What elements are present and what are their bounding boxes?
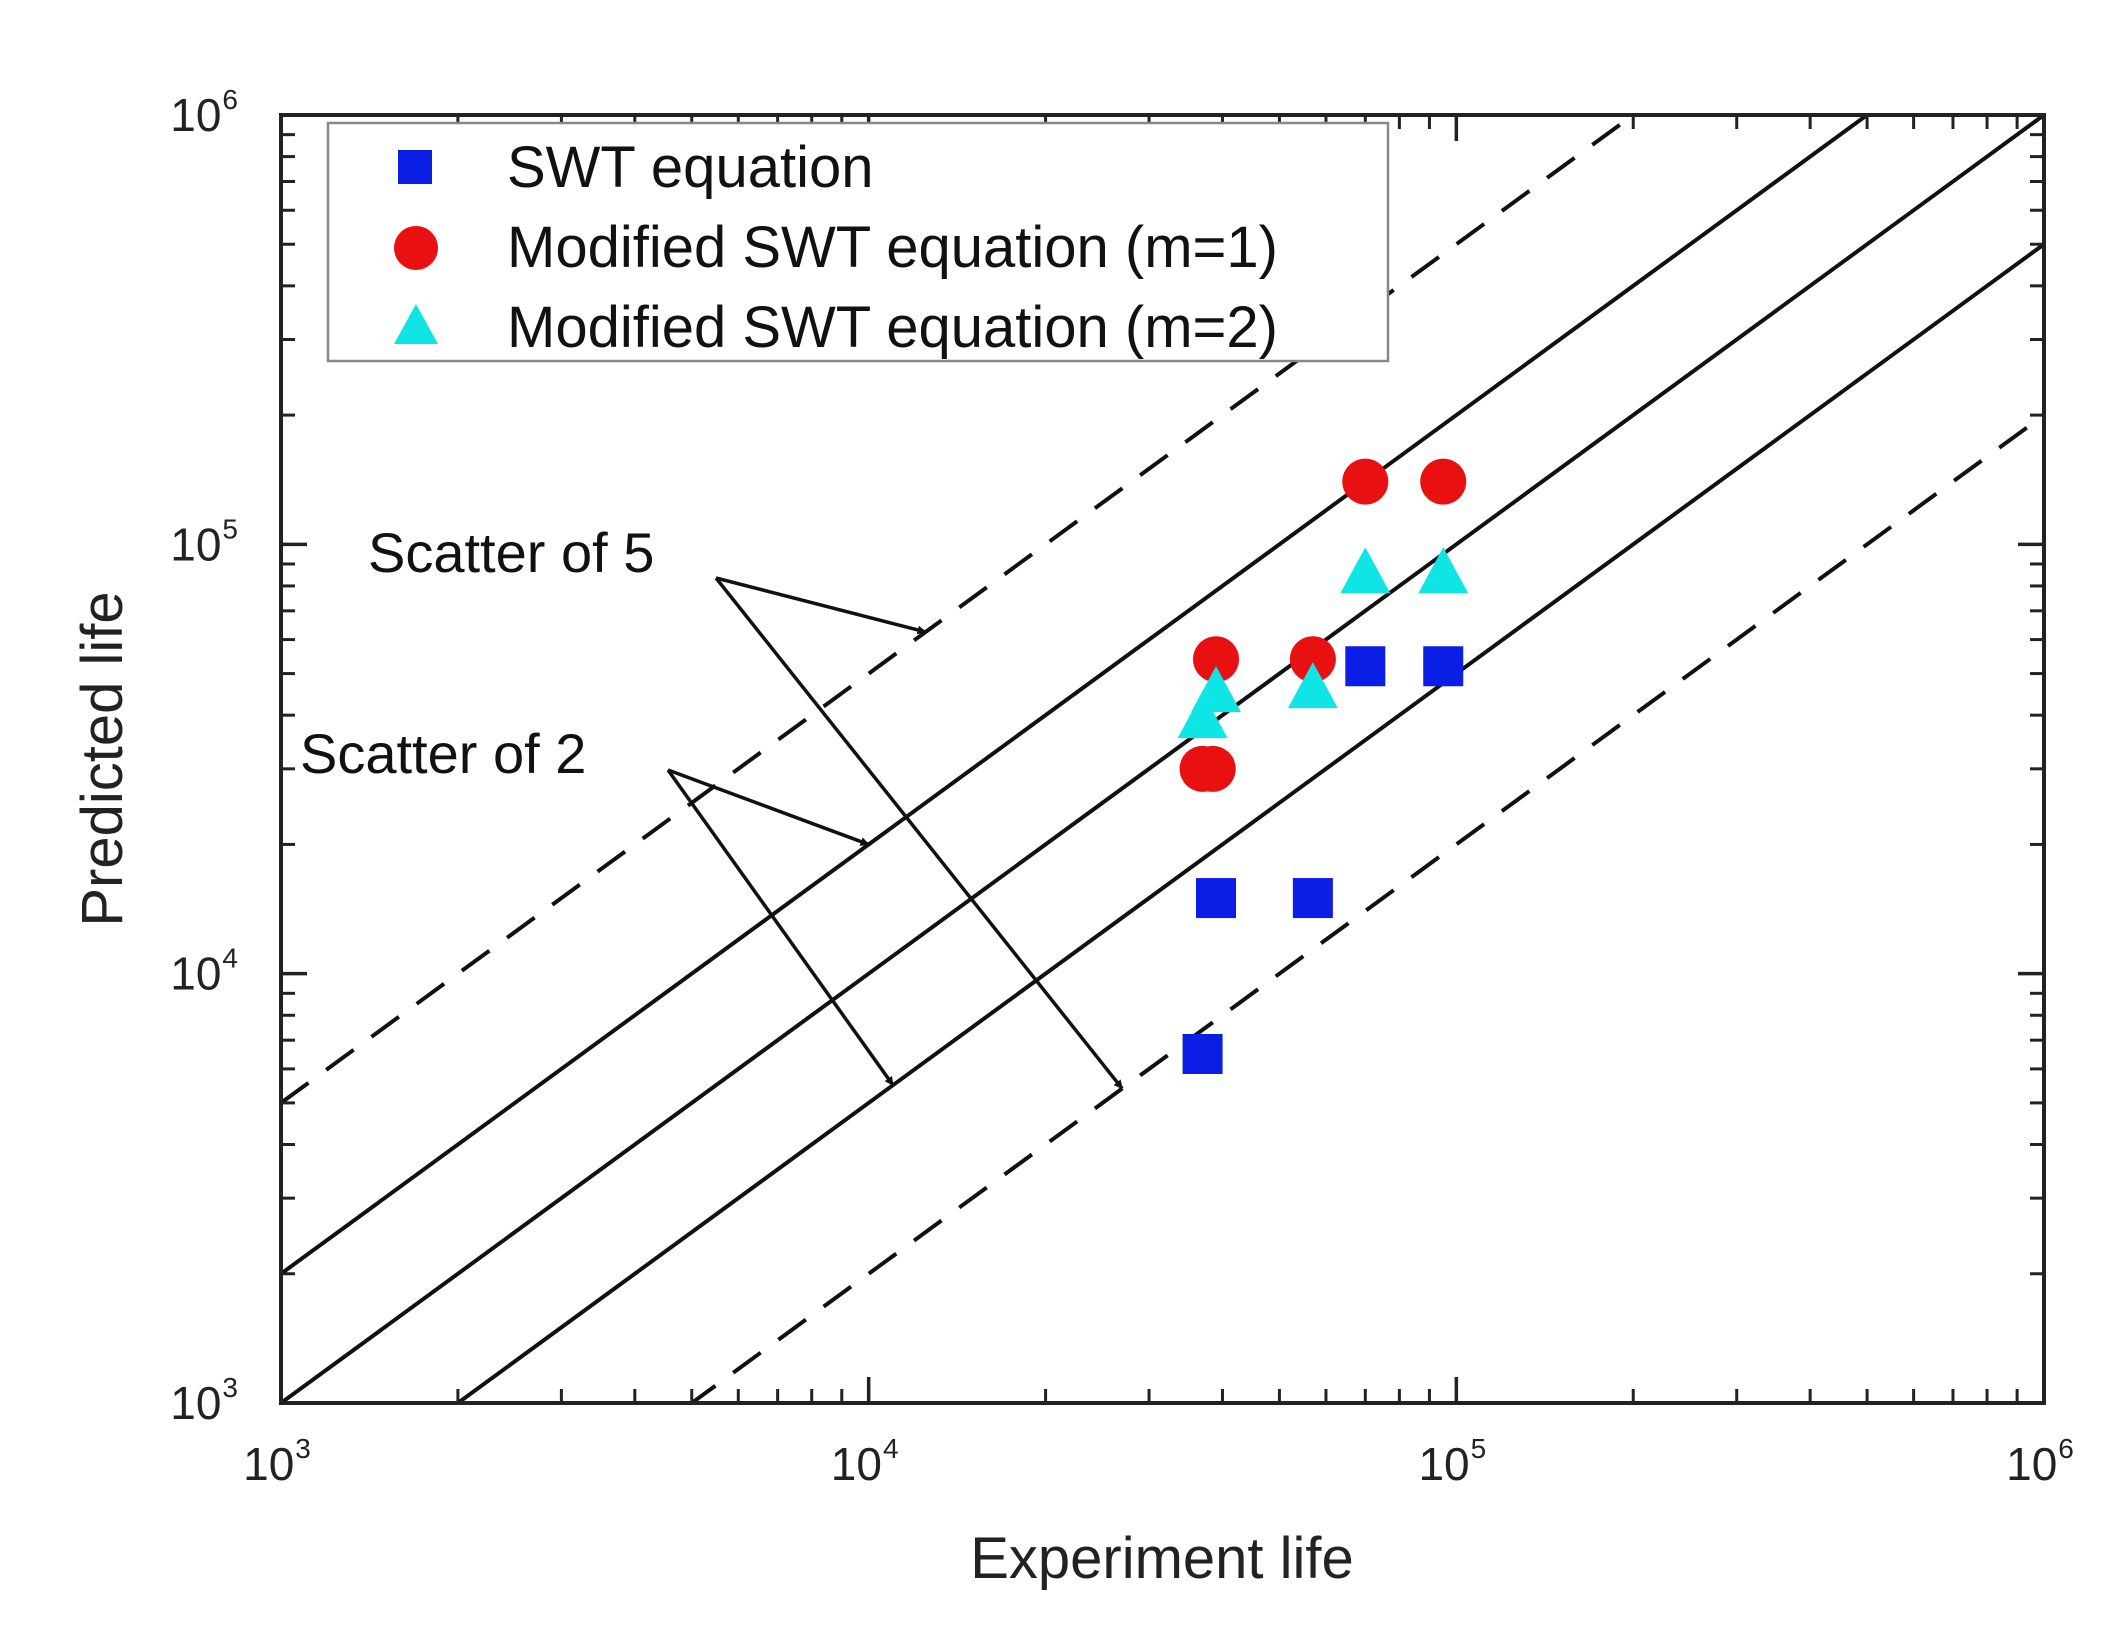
ideal-line [281,115,2044,1403]
modified-swt-m1-point [1193,636,1240,683]
y-tick-label: 103 [170,1372,238,1429]
legend: SWT equation Modified SWT equation (m=1)… [326,121,1390,363]
modified-swt-m2-point [1191,666,1242,713]
legend-marker-swt [398,150,432,184]
y-tick-label: 105 [170,513,238,570]
scatter-2-arrow [667,768,870,847]
x-tick-label: 105 [1418,1433,1486,1490]
x-ticks: 103 104 105 106 [243,115,2074,1490]
reference-lines [281,115,2044,1403]
swt-point [1182,1033,1223,1074]
legend-marker-m2 [394,304,438,344]
scatter-2-upper [281,115,1871,1276]
scatter-5-arrow [715,576,927,635]
scatter-5-label: Scatter of 5 [368,521,654,584]
legend-box [326,121,1390,363]
modified-swt-m2-point [1340,547,1391,594]
scatter-5-upper [281,115,1637,1105]
data-points [1177,458,1469,1074]
scatter-5-arrow [714,576,1124,1090]
modified-swt-m2-point [1177,692,1228,739]
x-axis-title: Experiment life [970,1526,1354,1591]
swt-point [1423,646,1464,687]
modified-swt-m1-point [1289,636,1336,683]
modified-swt-m2-point [1287,662,1338,709]
scatter-5-lower [688,413,2044,1403]
swt-point [1196,878,1237,919]
y-tick-label: 106 [170,84,238,141]
plot-frame [279,113,2046,1405]
legend-label-m1: Modified SWT equation (m=1) [507,215,1278,280]
x-tick-label: 104 [831,1433,899,1490]
y-axis-title: Predicted life [70,591,135,926]
modified-swt-m2-point [1418,547,1469,594]
modified-swt-m1-point [1420,458,1467,505]
swt-point [1292,878,1333,919]
legend-marker-m1 [394,226,438,270]
scatter-2-label: Scatter of 2 [300,722,586,785]
legend-label-swt: SWT equation [507,135,873,200]
x-tick-label: 103 [243,1433,311,1490]
modified-swt-m1-point [1189,745,1236,792]
swt-point [1345,646,1386,687]
annotations: Scatter of 5 Scatter of 2 [300,521,1124,1090]
modified-swt-m1-point [1342,458,1389,505]
scatter-2-lower [454,242,2044,1403]
y-tick-label: 104 [170,943,238,1000]
legend-label-m2: Modified SWT equation (m=2) [507,295,1278,360]
scatter-2-arrow [666,768,895,1087]
x-tick-label: 106 [2006,1433,2074,1490]
